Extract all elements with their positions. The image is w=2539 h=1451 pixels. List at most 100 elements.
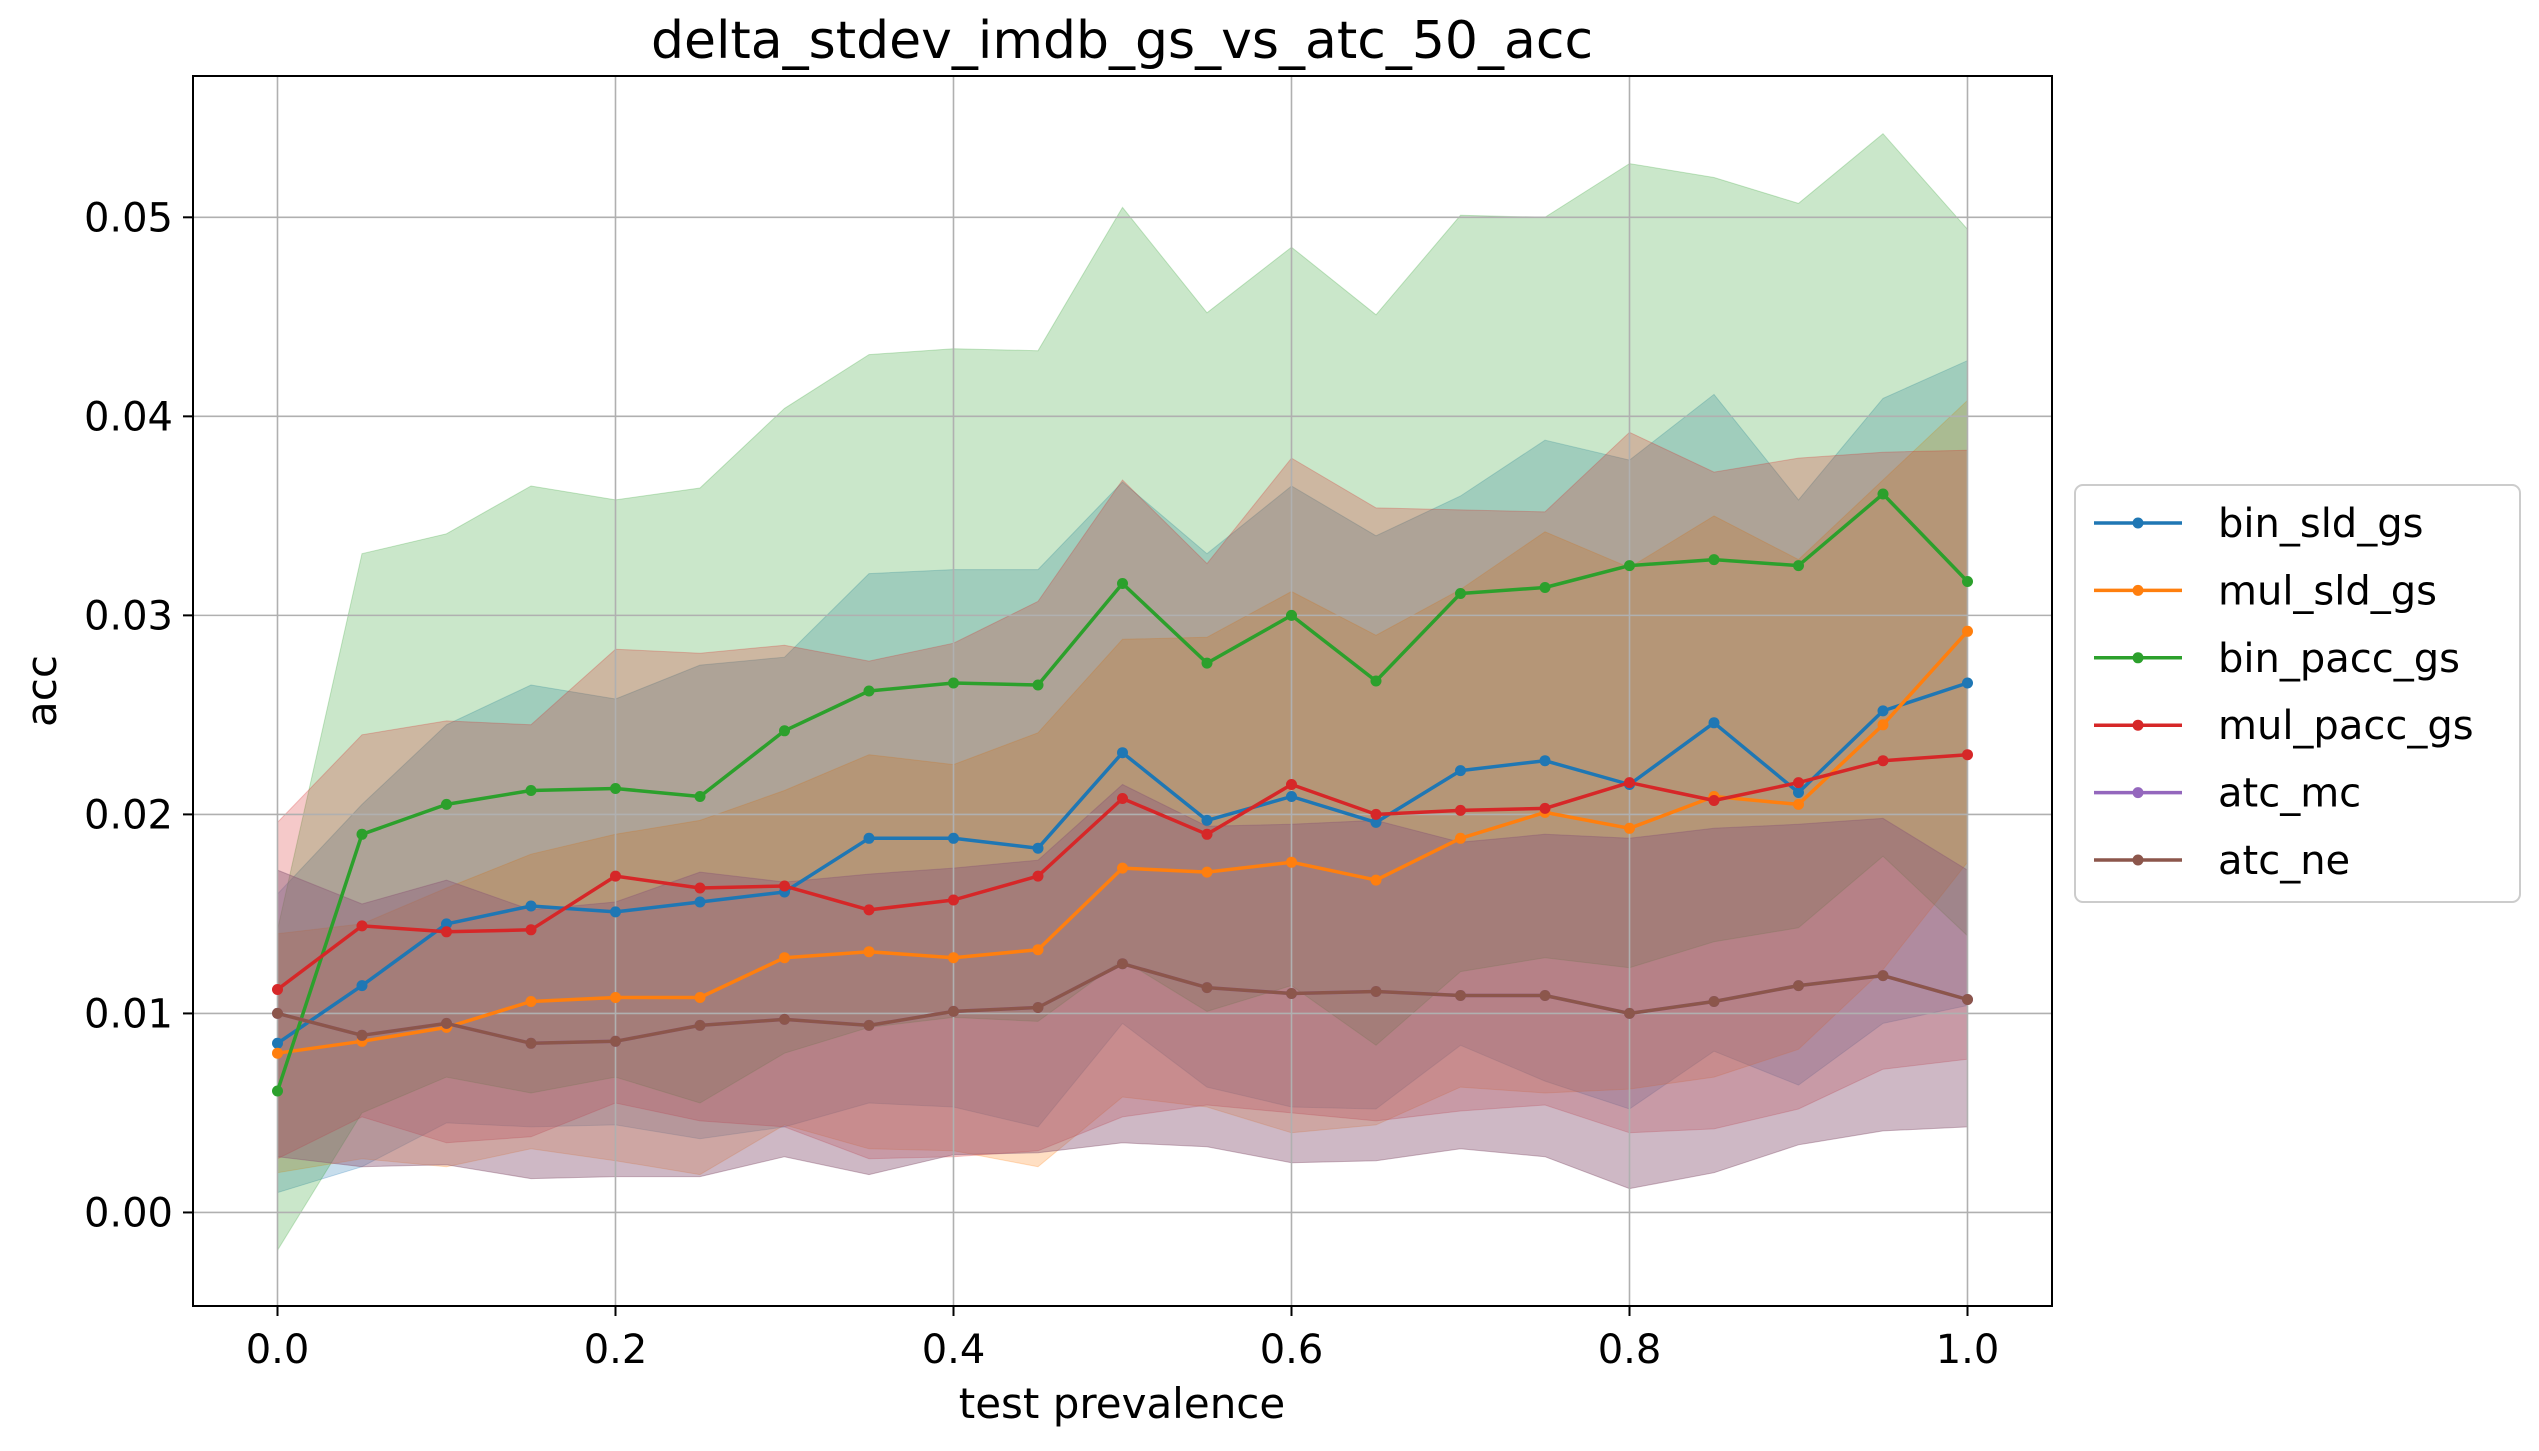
point-bin_sld_gs (610, 906, 621, 918)
legend-box (2074, 484, 2521, 903)
legend-swatch-marker (2132, 787, 2144, 799)
point-mul_sld_gs (1201, 866, 1213, 878)
legend-items: bin_sld_gs mul_sld_gs bin_pacc_gs mul_pacc_… (2094, 501, 2474, 884)
legend-swatch-marker (2132, 584, 2144, 596)
point-mul_pacc_gs (1708, 795, 1720, 806)
legend-label: atc_mc (2218, 771, 2361, 817)
point-mul_pacc_gs (525, 924, 537, 936)
point-atc_ne (863, 1019, 875, 1031)
point-atc_ne (1539, 990, 1551, 1001)
point-atc_ne (525, 1037, 537, 1049)
point-atc_ne (948, 1005, 959, 1017)
legend-label: bin_sld_gs (2218, 501, 2423, 547)
point-atc_ne (356, 1029, 368, 1041)
point-bin_sld_gs (694, 896, 706, 908)
grid-lines (193, 76, 2052, 1306)
point-mul_sld_gs (1962, 625, 1973, 637)
point-mul_sld_gs (1286, 856, 1297, 868)
point-bin_pacc_gs (779, 725, 790, 737)
point-mul_sld_gs (1877, 719, 1889, 731)
point-mul_pacc_gs (1962, 749, 1973, 761)
y-tick-label: 0.01 (84, 991, 173, 1037)
x-tick-label: 1.0 (1936, 1327, 2000, 1373)
point-atc_ne (1370, 986, 1382, 997)
legend-swatch-marker (2132, 652, 2144, 664)
legend-label: bin_pacc_gs (2218, 636, 2460, 682)
point-atc_ne (1793, 980, 1804, 992)
point-mul_sld_gs (779, 952, 790, 964)
point-mul_sld_gs (1032, 944, 1044, 956)
y-axis-ticks: 0.00 0.01 0.02 0.03 0.04 0.05 (84, 195, 193, 1236)
y-tick-label: 0.03 (84, 593, 173, 639)
point-bin_pacc_gs (1201, 657, 1213, 669)
point-mul_pacc_gs (1624, 777, 1635, 789)
series-bin_pacc_gs (272, 488, 1973, 1097)
legend-swatch-marker (2132, 517, 2144, 529)
point-atc_ne (779, 1013, 790, 1025)
point-atc_ne (1455, 990, 1466, 1001)
point-atc_ne (272, 1007, 283, 1019)
point-bin_pacc_gs (863, 685, 875, 697)
legend-label: mul_sld_gs (2218, 568, 2437, 614)
point-atc_ne (1962, 994, 1973, 1005)
point-bin_sld_gs (1455, 765, 1466, 777)
legend-item-atc_mc: atc_mc (2094, 771, 2361, 817)
point-bin_pacc_gs (1117, 578, 1128, 589)
point-bin_pacc_gs (1708, 554, 1720, 566)
x-tick-label: 0.6 (1260, 1327, 1324, 1373)
point-mul_pacc_gs (863, 904, 875, 916)
x-tick-label: 0.0 (246, 1327, 310, 1373)
point-mul_pacc_gs (1455, 804, 1466, 816)
y-axis-label: acc (17, 655, 66, 727)
point-mul_pacc_gs (1286, 779, 1297, 790)
point-bin_sld_gs (272, 1037, 283, 1049)
point-bin_sld_gs (1877, 705, 1889, 717)
point-mul_sld_gs (525, 996, 537, 1007)
point-mul_pacc_gs (1539, 802, 1551, 814)
y-tick-label: 0.00 (84, 1190, 173, 1236)
x-axis-ticks: 0.0 0.2 0.4 0.6 0.8 1.0 (246, 1306, 2000, 1373)
legend-item-mul_pacc_gs: mul_pacc_gs (2094, 703, 2474, 749)
point-atc_ne (1032, 1002, 1044, 1013)
point-mul_sld_gs (1455, 832, 1466, 844)
point-mul_sld_gs (1624, 822, 1635, 834)
point-bin_pacc_gs (610, 783, 621, 794)
series-atc_ne (272, 958, 1973, 1049)
point-mul_pacc_gs (1877, 755, 1889, 767)
point-bin_sld_gs (441, 918, 452, 930)
legend-swatch-marker (2132, 854, 2144, 866)
point-bin_sld_gs (1370, 816, 1382, 828)
point-bin_sld_gs (1117, 747, 1128, 759)
point-bin_pacc_gs (1455, 588, 1466, 599)
x-axis-label: test prevalence (959, 1379, 1286, 1428)
plot-frame (192, 75, 2053, 1307)
point-mul_sld_gs (610, 992, 621, 1003)
x-tick-label: 0.4 (922, 1327, 986, 1373)
point-bin_pacc_gs (441, 798, 452, 810)
point-atc_ne (1877, 970, 1889, 982)
point-bin_sld_gs (863, 832, 875, 844)
point-atc_ne (1624, 1007, 1635, 1019)
point-bin_pacc_gs (1624, 560, 1635, 572)
point-mul_pacc_gs (610, 870, 621, 882)
point-bin_pacc_gs (1793, 560, 1804, 572)
y-tick-label: 0.05 (84, 195, 173, 241)
point-bin_sld_gs (948, 832, 959, 844)
point-mul_sld_gs (1793, 798, 1804, 810)
point-mul_pacc_gs (948, 894, 959, 906)
point-bin_pacc_gs (1877, 488, 1889, 500)
point-mul_pacc_gs (441, 926, 452, 938)
point-bin_sld_gs (1539, 755, 1551, 767)
point-mul_pacc_gs (1201, 828, 1213, 840)
point-mul_sld_gs (863, 946, 875, 958)
point-atc_ne (610, 1035, 621, 1047)
point-mul_sld_gs (272, 1047, 283, 1059)
legend: bin_sld_gs mul_sld_gs bin_pacc_gs mul_pacc_… (2074, 484, 2521, 903)
legend-label: atc_ne (2218, 838, 2350, 884)
point-bin_pacc_gs (525, 785, 537, 796)
legend-item-bin_pacc_gs: bin_pacc_gs (2094, 636, 2460, 682)
point-mul_pacc_gs (1117, 793, 1128, 804)
point-bin_sld_gs (1286, 791, 1297, 802)
